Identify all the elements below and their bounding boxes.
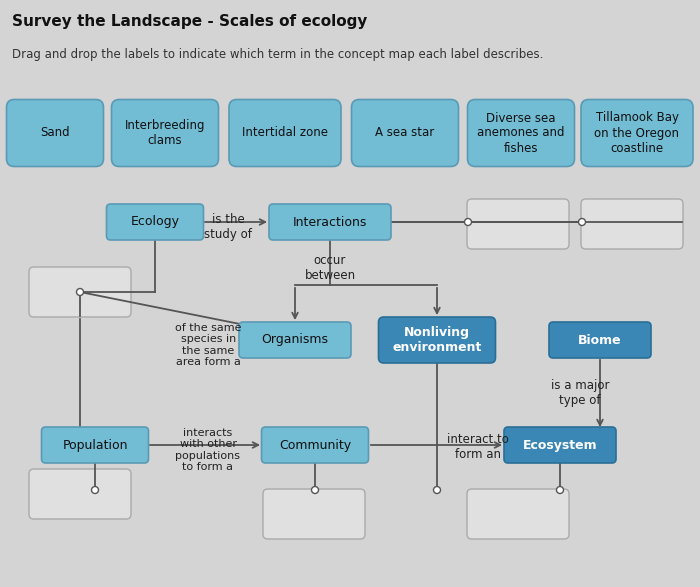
FancyBboxPatch shape [239,322,351,358]
FancyBboxPatch shape [581,199,683,249]
FancyBboxPatch shape [29,469,131,519]
FancyBboxPatch shape [467,489,569,539]
Text: Ecology: Ecology [130,215,179,228]
FancyBboxPatch shape [263,489,365,539]
FancyBboxPatch shape [106,204,204,240]
FancyBboxPatch shape [269,204,391,240]
Text: interacts
with other
populations
to form a: interacts with other populations to form… [176,427,241,473]
Text: Organisms: Organisms [262,333,328,346]
Text: Intertidal zone: Intertidal zone [242,127,328,140]
Text: is the
study of: is the study of [204,213,252,241]
Text: Biome: Biome [578,333,622,346]
FancyBboxPatch shape [29,267,131,317]
Text: Diverse sea
anemones and
fishes: Diverse sea anemones and fishes [477,112,565,154]
FancyBboxPatch shape [549,322,651,358]
FancyBboxPatch shape [468,100,575,167]
Text: Interbreeding
clams: Interbreeding clams [125,119,205,147]
FancyBboxPatch shape [229,100,341,167]
Text: Survey the Landscape - Scales of ecology: Survey the Landscape - Scales of ecology [12,14,368,29]
FancyBboxPatch shape [6,100,104,167]
Text: of the same
species in
the same
area form a: of the same species in the same area for… [175,323,242,367]
Circle shape [578,218,585,225]
Text: Nonliving
environment: Nonliving environment [392,326,482,354]
Circle shape [433,487,440,494]
Text: Interactions: Interactions [293,215,368,228]
Circle shape [92,487,99,494]
Text: Tillamook Bay
on the Oregon
coastline: Tillamook Bay on the Oregon coastline [594,112,680,154]
FancyBboxPatch shape [379,317,496,363]
FancyBboxPatch shape [351,100,458,167]
Circle shape [465,218,472,225]
Text: Community: Community [279,438,351,451]
Circle shape [556,487,564,494]
Text: interact to
form an: interact to form an [447,433,509,461]
FancyBboxPatch shape [504,427,616,463]
FancyBboxPatch shape [581,100,693,167]
Text: Sand: Sand [40,127,70,140]
Circle shape [76,288,83,295]
FancyBboxPatch shape [41,427,148,463]
FancyBboxPatch shape [111,100,218,167]
Text: occur
between: occur between [304,254,356,282]
Text: Drag and drop the labels to indicate which term in the concept map each label de: Drag and drop the labels to indicate whi… [12,48,543,61]
FancyBboxPatch shape [467,199,569,249]
Text: A sea star: A sea star [375,127,435,140]
FancyBboxPatch shape [262,427,368,463]
Text: Population: Population [62,438,127,451]
Text: Ecosystem: Ecosystem [523,438,597,451]
Text: is a major
type of: is a major type of [551,379,609,407]
Circle shape [312,487,318,494]
